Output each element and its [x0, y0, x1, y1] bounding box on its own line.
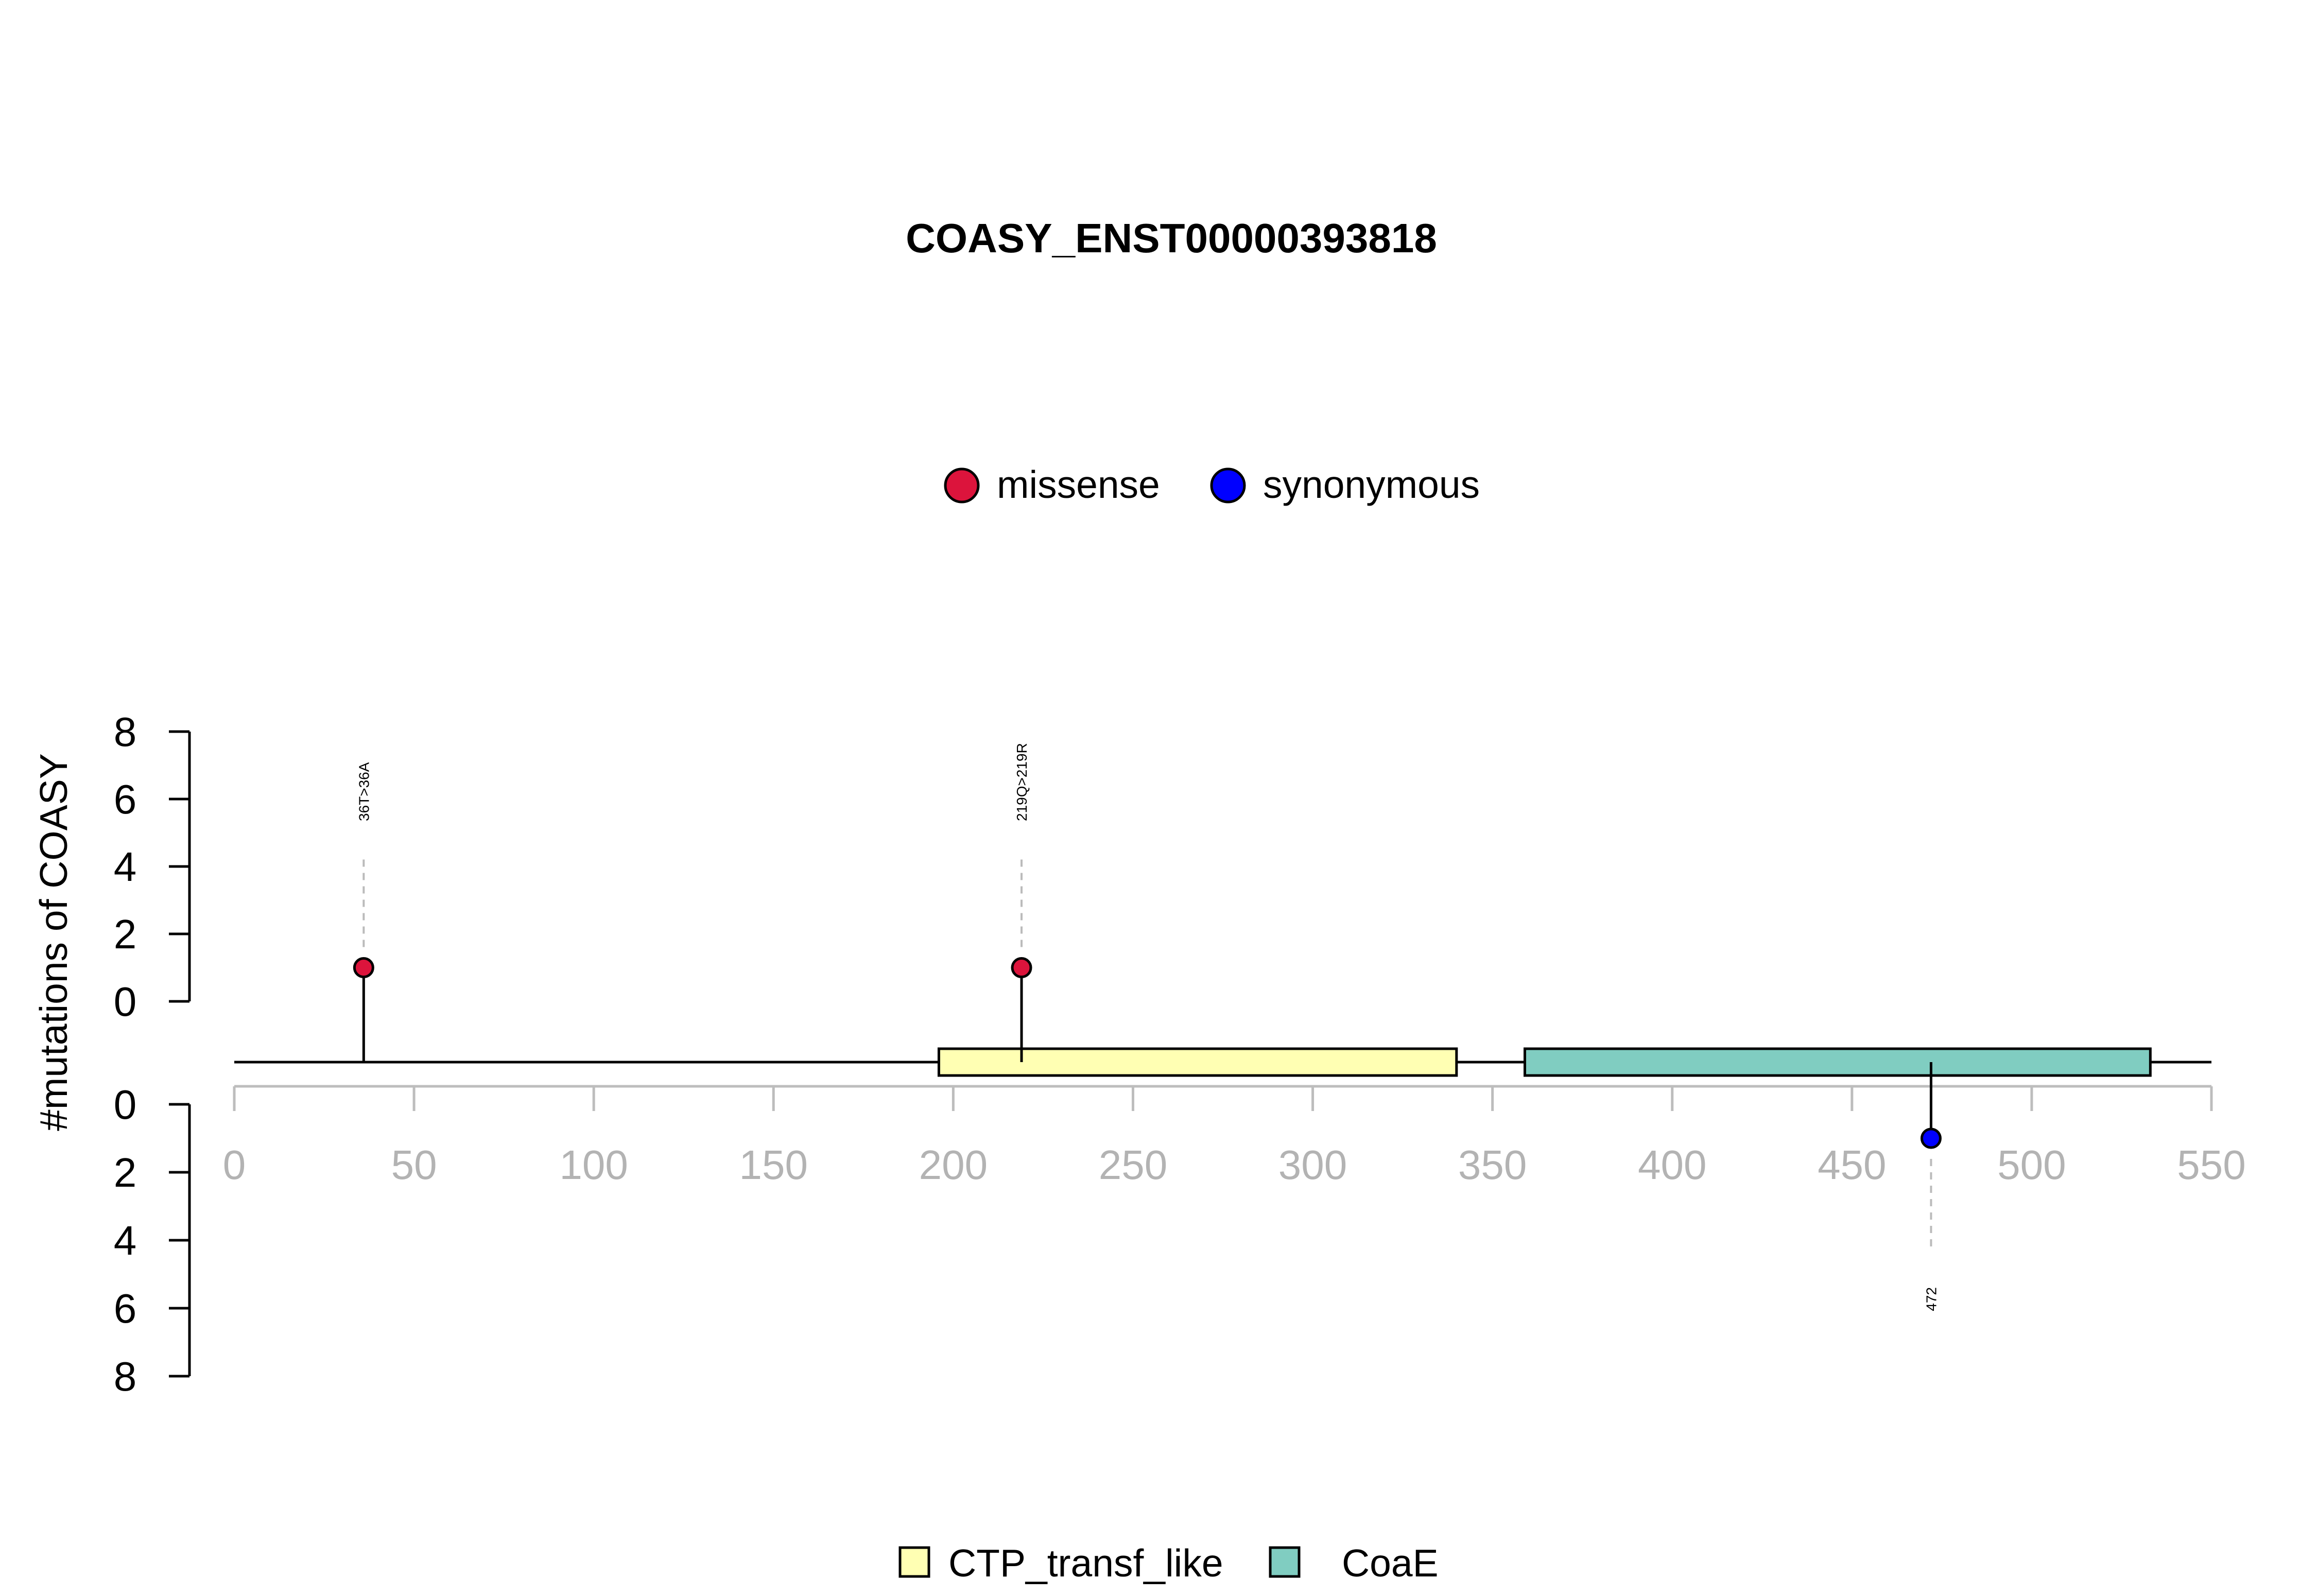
x-tick-label: 400 [1638, 1142, 1706, 1188]
y-tick-label-top: 2 [114, 911, 137, 957]
x-tick-label: 550 [2177, 1142, 2245, 1188]
coae-legend-swatch [1269, 1546, 1301, 1578]
y-tick-label-top: 6 [114, 776, 137, 822]
ctp-transf-like-legend-label: CTP_transf_like [948, 1541, 1223, 1585]
synonymous-legend-swatch [1210, 467, 1246, 504]
x-tick-label: 100 [559, 1142, 628, 1188]
x-tick-label: 0 [223, 1142, 246, 1188]
mutation-point [353, 957, 374, 978]
mutation-point [1920, 1127, 1942, 1149]
x-tick-label: 200 [919, 1142, 988, 1188]
x-tick-label: 300 [1278, 1142, 1347, 1188]
y-tick-label-bottom: 0 [114, 1082, 137, 1127]
y-tick-label-bottom: 2 [114, 1150, 137, 1195]
x-tick-label: 50 [391, 1142, 437, 1188]
protein-track [234, 1047, 2211, 1077]
missense-legend-swatch [944, 467, 980, 504]
mutation-point [1011, 957, 1032, 978]
synonymous-legend-label: synonymous [1263, 463, 1480, 506]
coae-legend-label: CoaE [1342, 1541, 1439, 1585]
mutation-label: 472 [1923, 1287, 1939, 1311]
y-tick-label-top: 8 [114, 709, 137, 755]
domain-legend: CTP_transf_like CoaE [898, 1541, 1439, 1585]
y-axes: 0 0 2 2 4 4 6 6 8 8 [114, 709, 191, 1399]
mutation-label: 219Q>219R [1014, 743, 1030, 821]
y-tick-label-top: 0 [114, 979, 137, 1025]
ctp-transf-like-legend-swatch [898, 1546, 930, 1578]
y-tick-label-bottom: 8 [114, 1354, 137, 1399]
domain-coae [1523, 1047, 2152, 1077]
x-tick-label: 350 [1458, 1142, 1527, 1188]
mutation-label: 36T>36A [356, 762, 372, 821]
x-tick-label: 250 [1099, 1142, 1167, 1188]
mutation-legend: missense synonymous [944, 463, 1480, 506]
missense-legend-label: missense [997, 463, 1160, 506]
mutations: 36T>36A 219Q>219R 472 [353, 743, 1942, 1311]
y-axis-label: #mutations of COASY [32, 753, 75, 1131]
x-tick-label: 450 [1818, 1142, 1886, 1188]
domain-ctp-transf-like [937, 1047, 1458, 1077]
y-tick-label-top: 4 [114, 844, 137, 890]
x-axis: 0 50 100 150 200 250 300 350 400 450 500 550 [223, 1085, 2246, 1188]
x-tick-label: 150 [739, 1142, 808, 1188]
y-tick-label-bottom: 6 [114, 1286, 137, 1331]
y-tick-label-bottom: 4 [114, 1218, 137, 1263]
x-tick-label: 500 [1997, 1142, 2066, 1188]
chart-title: COASY_ENST00000393818 [906, 215, 1437, 261]
